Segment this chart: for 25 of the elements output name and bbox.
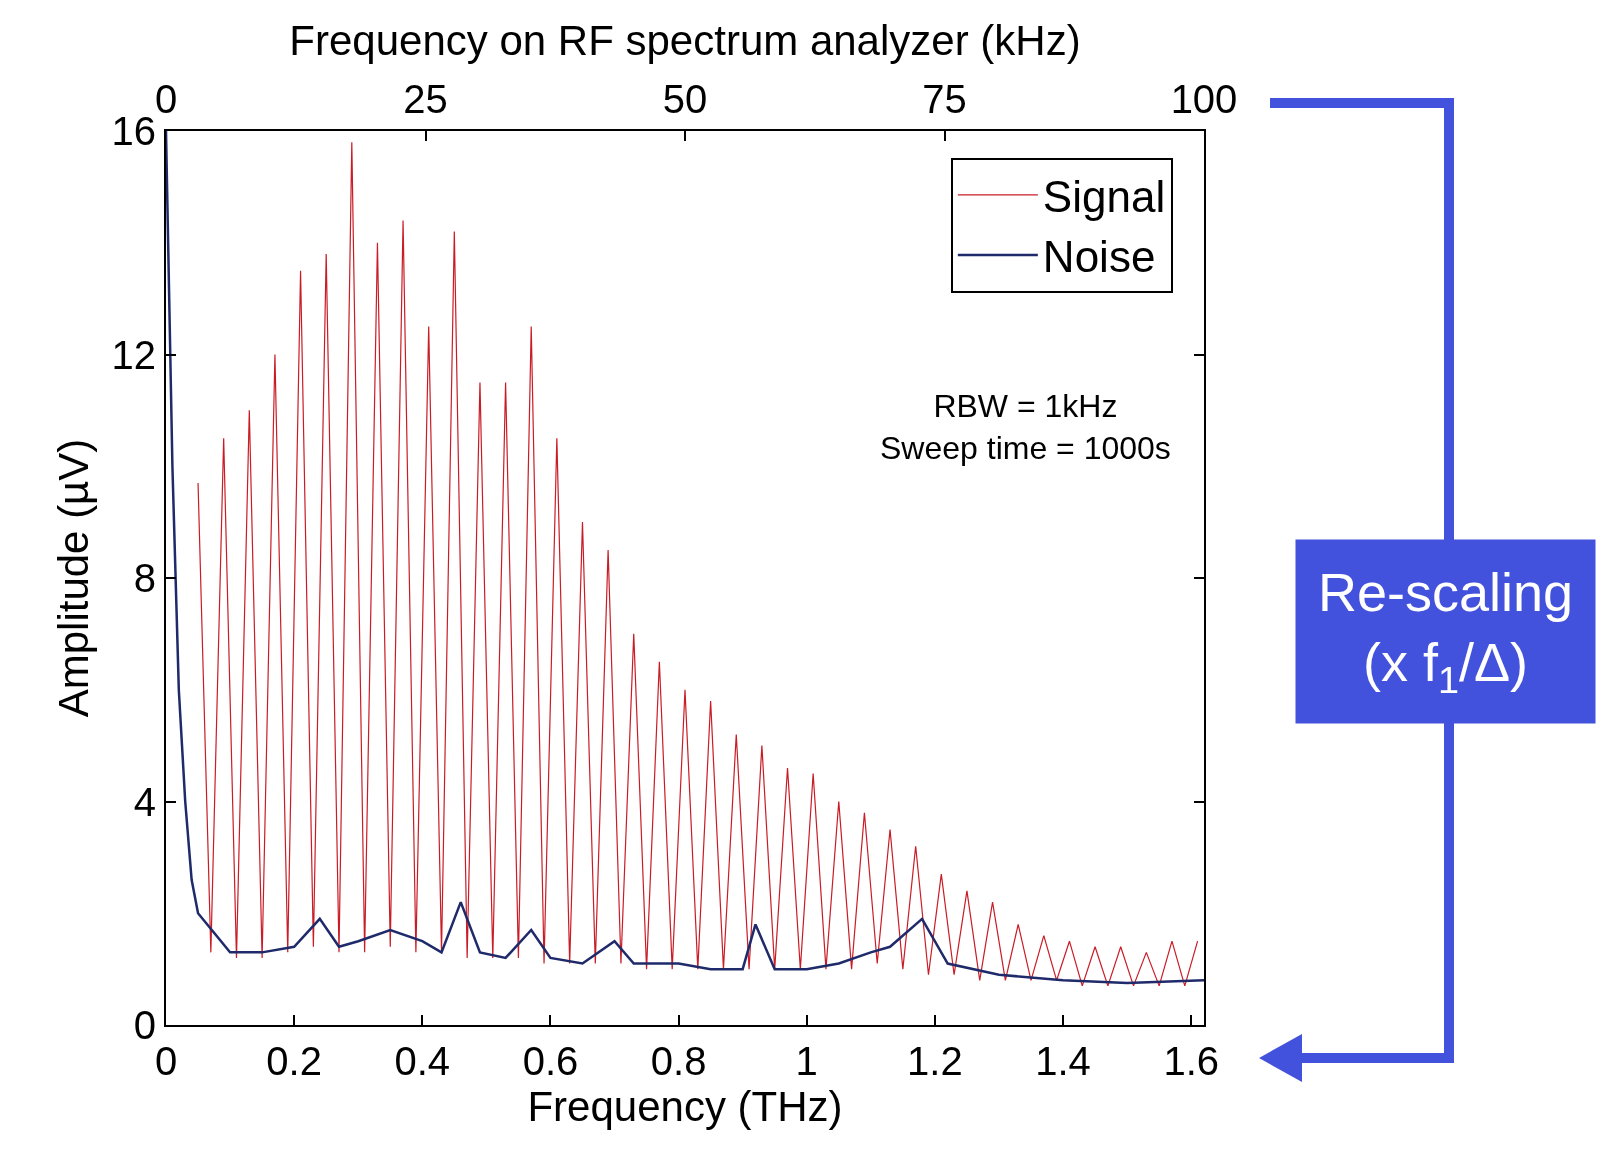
x-tick-label: 0.2 bbox=[266, 1039, 322, 1083]
x-tick-label: 1.6 bbox=[1163, 1039, 1219, 1083]
y-tick-label: 8 bbox=[133, 556, 156, 600]
x2-tick-label: 25 bbox=[403, 77, 448, 121]
y-tick-label: 4 bbox=[133, 779, 156, 824]
x2-tick-label: 100 bbox=[1170, 77, 1238, 121]
x-tick-label: 1 bbox=[795, 1039, 818, 1083]
y-tick-label: 0 bbox=[133, 1003, 156, 1047]
x-axis-title: Frequency (THz) bbox=[527, 1083, 843, 1130]
legend-label: Noise bbox=[1042, 232, 1156, 282]
x-tick-label: 0.6 bbox=[522, 1039, 579, 1083]
y-tick-label: 12 bbox=[111, 332, 156, 377]
y-axis-title: Amplitude (µV) bbox=[49, 438, 97, 718]
annotation: Sweep time = 1000s bbox=[880, 429, 1171, 466]
text: Re-scaling (x f$_{1}$/Δ) bbox=[1318, 562, 1574, 701]
y-tick-label: 16 bbox=[111, 109, 156, 153]
x2-axis-title: Frequency on RF spectrum analyzer (kHz) bbox=[289, 17, 1081, 65]
x2-tick-label: 75 bbox=[922, 77, 967, 121]
x-tick-label: 1.4 bbox=[1035, 1039, 1091, 1083]
x-tick-label: 0.4 bbox=[394, 1039, 451, 1083]
x2-tick-label: 50 bbox=[662, 77, 708, 121]
legend-label: Signal bbox=[1042, 172, 1166, 222]
x-tick-label: 1.2 bbox=[907, 1039, 963, 1083]
x-tick-label: 0.8 bbox=[650, 1039, 707, 1083]
annotation: RBW = 1kHz bbox=[933, 388, 1118, 424]
